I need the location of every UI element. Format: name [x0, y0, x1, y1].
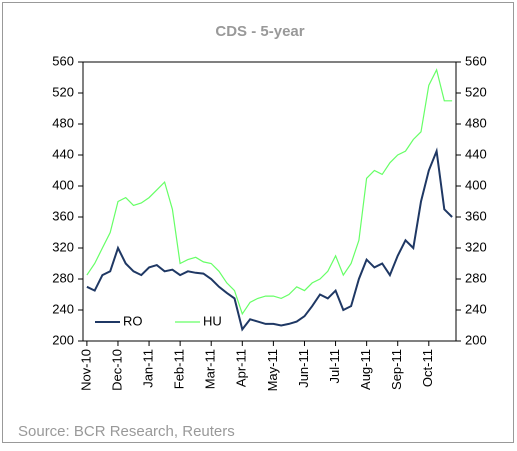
y2-tick-label: 520 — [465, 84, 487, 99]
x-tick-label: Mar-11 — [203, 349, 218, 389]
y2-tick-label: 240 — [465, 301, 487, 316]
y-tick-label: 240 — [52, 301, 74, 316]
x-tick-label: Sep-11 — [389, 349, 404, 390]
y-tick-label: 360 — [52, 208, 74, 223]
y-tick-label: 280 — [52, 270, 74, 285]
y2-tick-label: 400 — [465, 177, 487, 192]
y-tick-label: 200 — [52, 332, 74, 347]
legend-label: HU — [203, 313, 222, 328]
y2-tick-label: 280 — [465, 270, 487, 285]
y-tick-label: 440 — [52, 146, 74, 161]
y2-tick-label: 360 — [465, 208, 487, 223]
y-tick-label: 520 — [52, 84, 74, 99]
x-tick-label: May-11 — [265, 349, 280, 391]
y2-tick-label: 200 — [465, 332, 487, 347]
y-tick-label: 480 — [52, 115, 74, 130]
y2-tick-label: 560 — [465, 53, 487, 68]
chart-title: CDS - 5-year — [215, 23, 304, 40]
plot-area — [82, 61, 457, 342]
x-tick-label: Feb-11 — [172, 349, 187, 389]
y2-tick-label: 480 — [465, 115, 487, 130]
x-tick-label: Jan-11 — [140, 349, 155, 388]
x-tick-label: Aug-11 — [358, 349, 373, 390]
x-tick-label: Jul-11 — [327, 349, 342, 383]
y2-tick-label: 440 — [465, 146, 487, 161]
y2-tick-label: 320 — [465, 239, 487, 254]
x-tick-label: Jun-11 — [296, 349, 311, 388]
y-tick-label: 560 — [52, 53, 74, 68]
x-tick-label: Apr-11 — [234, 349, 249, 387]
series-line — [86, 147, 453, 332]
series-line — [86, 68, 453, 316]
y-tick-label: 320 — [52, 239, 74, 254]
y-tick-label: 400 — [52, 177, 74, 192]
legend-label: RO — [123, 313, 143, 328]
x-tick-label: Oct-11 — [420, 349, 435, 387]
source: Source: BCR Research, Reuters — [18, 423, 235, 440]
frame — [2, 2, 514, 443]
x-tick-label: Nov-10 — [78, 349, 93, 391]
x-tick-label: Dec-10 — [109, 349, 124, 391]
